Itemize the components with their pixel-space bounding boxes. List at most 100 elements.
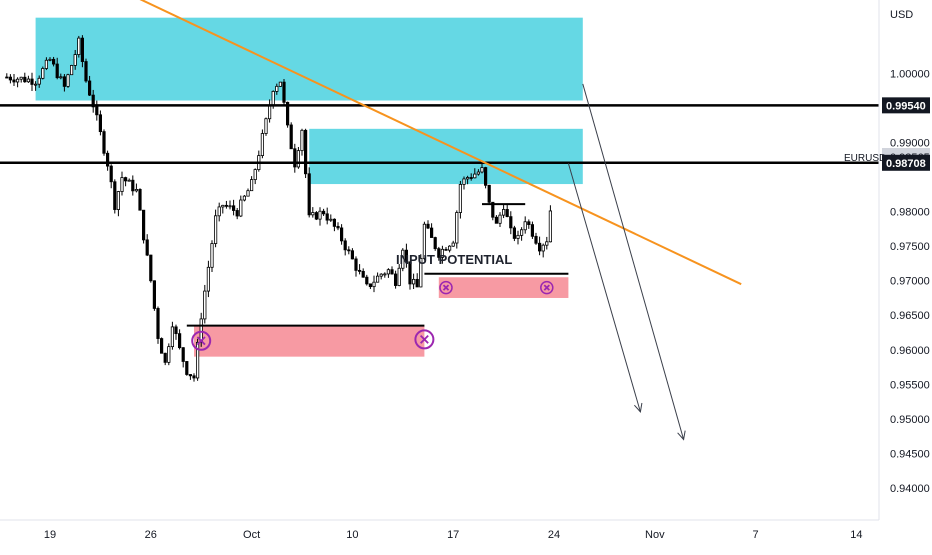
candle	[458, 180, 463, 219]
candle	[77, 35, 81, 58]
candle-body	[415, 278, 419, 288]
candle	[516, 230, 520, 245]
candle	[491, 201, 495, 221]
time-axis[interactable]: 19 26 Oct 10 17 24 Nov 7 14	[44, 529, 863, 541]
candle	[239, 195, 243, 218]
candle-body	[224, 204, 228, 207]
marker-circle	[191, 330, 212, 351]
candle-body	[134, 189, 138, 192]
candle-body	[275, 85, 279, 92]
candle	[275, 83, 279, 95]
time-tick-label: 19	[44, 529, 56, 541]
candle-body	[199, 318, 203, 343]
candle-body	[332, 218, 337, 227]
candle	[447, 245, 452, 253]
candle-body	[433, 237, 437, 250]
arrow-shaft	[582, 83, 685, 440]
candle	[145, 234, 149, 257]
candle	[62, 74, 67, 92]
candle-body	[102, 131, 106, 154]
candle-body	[365, 276, 369, 285]
candle-body	[34, 83, 38, 86]
price-tick-label: 0.97500	[890, 241, 930, 253]
candle	[159, 337, 164, 354]
candle	[231, 199, 236, 216]
candle-body	[188, 374, 192, 377]
candle	[282, 79, 286, 107]
candle	[361, 268, 365, 278]
price-tick-label: 0.95000	[890, 414, 930, 426]
candle-body	[113, 181, 117, 210]
candle	[141, 209, 146, 244]
candle	[469, 173, 473, 181]
candle	[70, 64, 74, 76]
candle	[455, 210, 459, 249]
candle-body	[393, 273, 398, 286]
candle-body	[476, 171, 481, 175]
candle-body	[285, 101, 290, 126]
candle-body	[361, 270, 365, 278]
candle	[501, 204, 506, 219]
candle-body	[465, 177, 470, 180]
support-zone-3	[194, 325, 425, 357]
candle-body	[411, 278, 416, 285]
candle	[217, 202, 221, 222]
candle	[444, 246, 448, 251]
candle-body	[271, 91, 275, 106]
candle	[429, 223, 434, 238]
candle	[91, 89, 95, 113]
arrow-shaft	[567, 163, 641, 413]
candle-body	[530, 224, 535, 237]
candle	[300, 128, 304, 156]
candle-body	[12, 79, 16, 83]
candle	[260, 129, 265, 159]
candle-body	[458, 184, 463, 213]
markers-layer	[191, 280, 554, 351]
candle	[264, 117, 268, 136]
candle-body	[127, 179, 131, 182]
candle-body	[289, 124, 293, 150]
candle	[483, 166, 488, 189]
candle-body	[375, 275, 380, 283]
resistance-zone-2	[309, 128, 583, 185]
candle-body	[451, 242, 455, 247]
candle	[393, 270, 398, 289]
candle	[411, 273, 416, 290]
candle	[138, 188, 142, 211]
candle	[188, 374, 192, 380]
candle-body	[26, 78, 31, 83]
candle	[246, 188, 250, 197]
candle	[55, 57, 59, 80]
price-axis[interactable]: 1.00000 0.99000 0.98000 0.97500 0.97000 0.965…	[890, 69, 930, 495]
candle-body	[141, 209, 146, 241]
candle	[451, 240, 455, 247]
candle-body	[372, 281, 376, 288]
candle-body	[368, 283, 373, 288]
candle-body	[59, 76, 63, 79]
candle-body	[156, 308, 160, 339]
projection-arrow-1	[567, 163, 643, 413]
candle-body	[98, 114, 102, 133]
candle-body	[527, 221, 531, 226]
candle-body	[41, 68, 45, 79]
marker-cross-b	[543, 284, 550, 291]
candle-body	[253, 169, 257, 181]
candle-body	[264, 118, 268, 134]
candle	[538, 236, 542, 256]
price-line-tag-label: 0.98708	[886, 158, 926, 170]
candle-body	[321, 210, 326, 215]
time-tick-label: Nov	[645, 529, 665, 541]
candle	[66, 73, 70, 88]
candle	[433, 236, 437, 251]
candle	[8, 74, 12, 84]
candle-body	[548, 210, 553, 243]
candle-body	[419, 257, 423, 288]
candle-body	[30, 78, 34, 85]
candle	[228, 200, 232, 210]
candle-body	[37, 77, 41, 85]
candle-body	[73, 54, 77, 66]
candle	[354, 256, 358, 277]
candle-body	[91, 94, 95, 108]
